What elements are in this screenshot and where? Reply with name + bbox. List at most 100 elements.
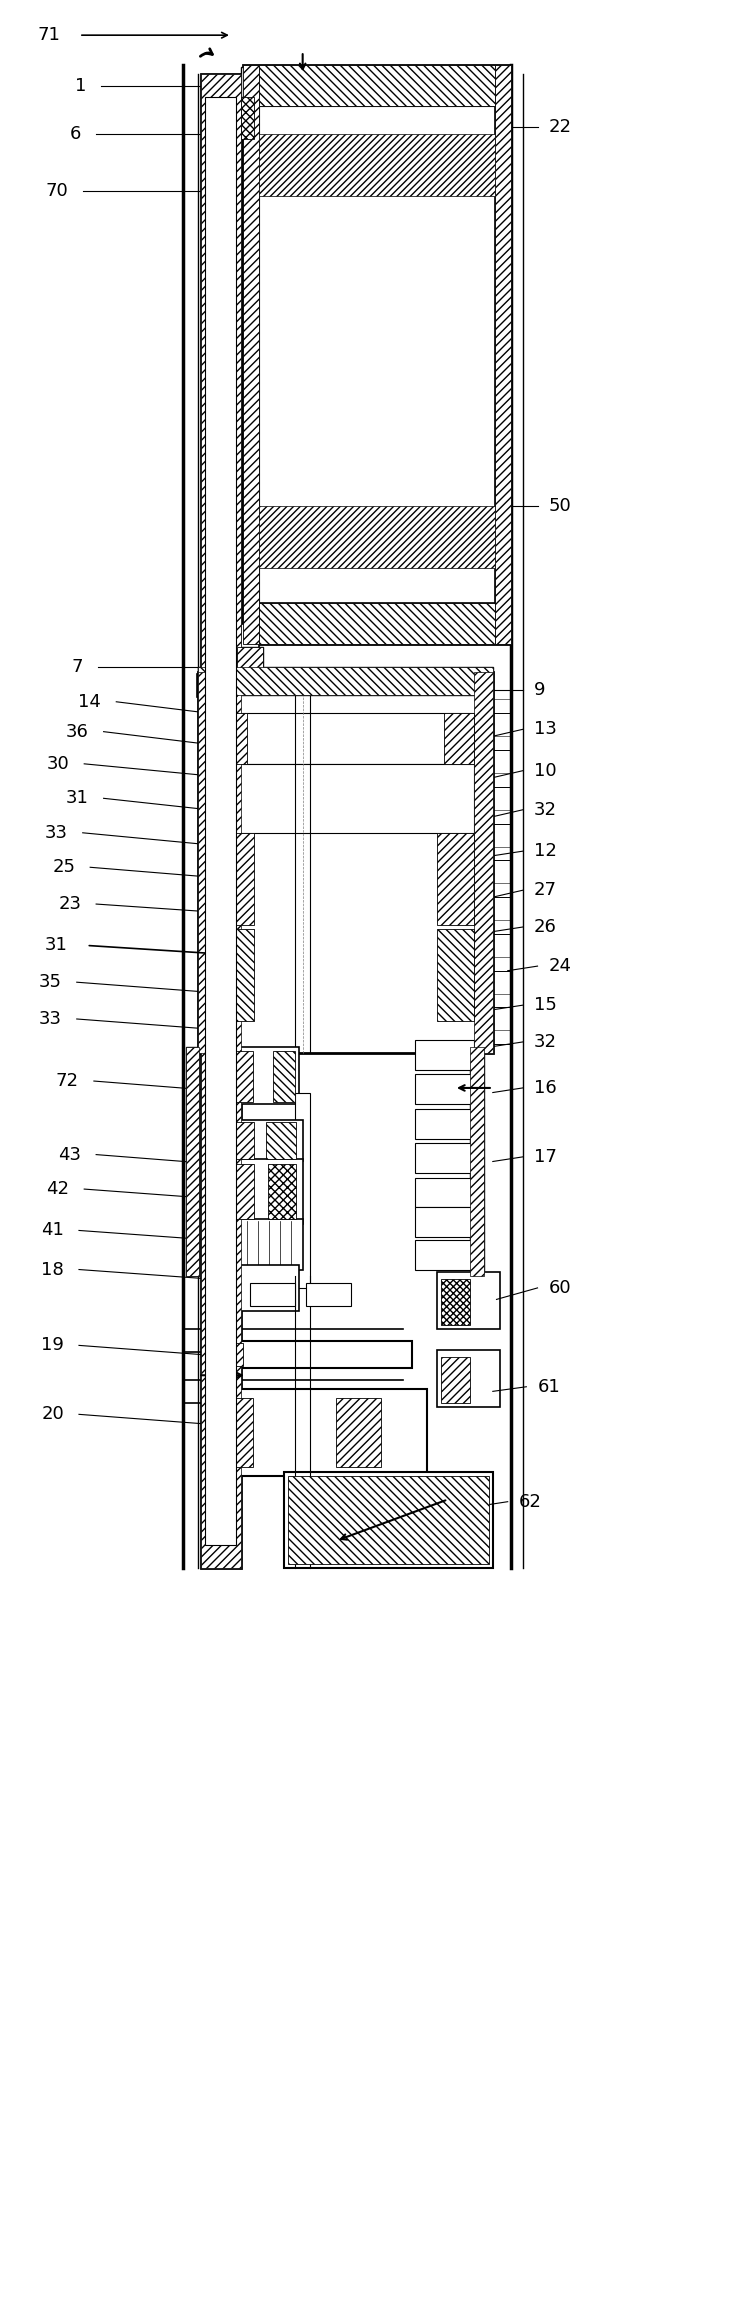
Bar: [284, 1472, 493, 1569]
Bar: [437, 1350, 500, 1408]
Text: 35: 35: [39, 973, 62, 991]
Text: 31: 31: [66, 789, 89, 807]
Text: 12: 12: [534, 842, 557, 860]
Bar: [198, 667, 493, 695]
Text: 62: 62: [519, 1493, 542, 1511]
Bar: [228, 1046, 299, 1104]
Text: 22: 22: [549, 117, 571, 136]
Bar: [266, 1122, 296, 1159]
Bar: [336, 1398, 381, 1467]
Bar: [185, 1046, 199, 1276]
Bar: [230, 1051, 252, 1102]
Bar: [415, 1240, 474, 1270]
Text: 33: 33: [39, 1010, 62, 1028]
Text: 32: 32: [534, 1033, 557, 1051]
Bar: [217, 833, 254, 925]
Bar: [441, 1357, 471, 1403]
Text: 70: 70: [45, 182, 68, 200]
Bar: [208, 1398, 252, 1467]
Text: 71: 71: [37, 25, 61, 44]
Text: 43: 43: [58, 1145, 81, 1164]
Text: 32: 32: [534, 800, 557, 819]
Bar: [415, 1143, 474, 1173]
Bar: [220, 1120, 303, 1162]
Bar: [471, 1046, 484, 1276]
Bar: [241, 67, 254, 101]
Bar: [259, 106, 495, 603]
Text: 26: 26: [534, 918, 557, 936]
Bar: [224, 1122, 254, 1159]
Bar: [203, 1341, 412, 1368]
Bar: [471, 1046, 484, 1276]
Bar: [415, 1178, 474, 1208]
Bar: [224, 1164, 254, 1219]
Text: 18: 18: [41, 1260, 64, 1279]
Bar: [259, 506, 495, 568]
Text: 16: 16: [534, 1079, 557, 1097]
Bar: [198, 672, 493, 1053]
Bar: [224, 1265, 299, 1311]
Bar: [437, 929, 474, 1021]
Bar: [217, 929, 254, 1021]
Bar: [415, 1040, 474, 1070]
Bar: [237, 646, 263, 678]
Bar: [437, 833, 474, 925]
Text: 36: 36: [66, 722, 89, 741]
Text: 72: 72: [56, 1072, 79, 1090]
Bar: [250, 1283, 295, 1306]
Bar: [185, 1046, 199, 1276]
Text: 60: 60: [549, 1279, 571, 1297]
Bar: [495, 64, 512, 644]
Bar: [205, 1343, 243, 1366]
Bar: [217, 713, 247, 764]
Bar: [198, 667, 493, 695]
Bar: [241, 97, 254, 138]
Bar: [241, 623, 259, 651]
Bar: [259, 64, 495, 106]
Text: 10: 10: [534, 761, 557, 780]
Text: 20: 20: [41, 1405, 64, 1424]
Text: 23: 23: [58, 895, 81, 913]
Bar: [441, 1279, 471, 1325]
Bar: [203, 1389, 427, 1477]
Bar: [474, 672, 493, 1053]
Bar: [415, 1208, 474, 1237]
Bar: [217, 764, 474, 833]
Bar: [437, 1272, 500, 1329]
Bar: [267, 1164, 296, 1219]
Text: 13: 13: [534, 720, 557, 738]
Text: 6: 6: [70, 124, 81, 143]
Bar: [415, 1109, 474, 1138]
Text: 19: 19: [41, 1336, 64, 1355]
Bar: [237, 646, 263, 678]
Bar: [259, 133, 495, 196]
Text: 7: 7: [71, 658, 83, 676]
Text: 1: 1: [75, 76, 87, 94]
Text: 14: 14: [78, 692, 102, 711]
Bar: [306, 1283, 351, 1306]
Bar: [273, 1051, 295, 1102]
Text: 17: 17: [534, 1148, 557, 1166]
Text: 42: 42: [46, 1180, 69, 1198]
Text: 41: 41: [41, 1221, 64, 1240]
Bar: [243, 64, 512, 644]
Text: 61: 61: [538, 1378, 560, 1396]
Bar: [198, 672, 217, 1053]
Text: 30: 30: [46, 754, 69, 773]
Text: 25: 25: [52, 858, 75, 876]
Bar: [259, 603, 495, 644]
Bar: [217, 713, 474, 764]
Bar: [259, 106, 495, 603]
Text: 27: 27: [534, 881, 557, 899]
Bar: [415, 1074, 474, 1104]
Bar: [220, 1219, 303, 1270]
Text: 50: 50: [549, 497, 571, 515]
Bar: [444, 713, 474, 764]
Text: 9: 9: [534, 681, 545, 699]
Bar: [196, 674, 259, 697]
Text: 15: 15: [534, 996, 557, 1014]
Bar: [243, 64, 259, 644]
Bar: [241, 97, 254, 138]
Bar: [205, 97, 236, 1546]
Bar: [220, 1159, 303, 1224]
